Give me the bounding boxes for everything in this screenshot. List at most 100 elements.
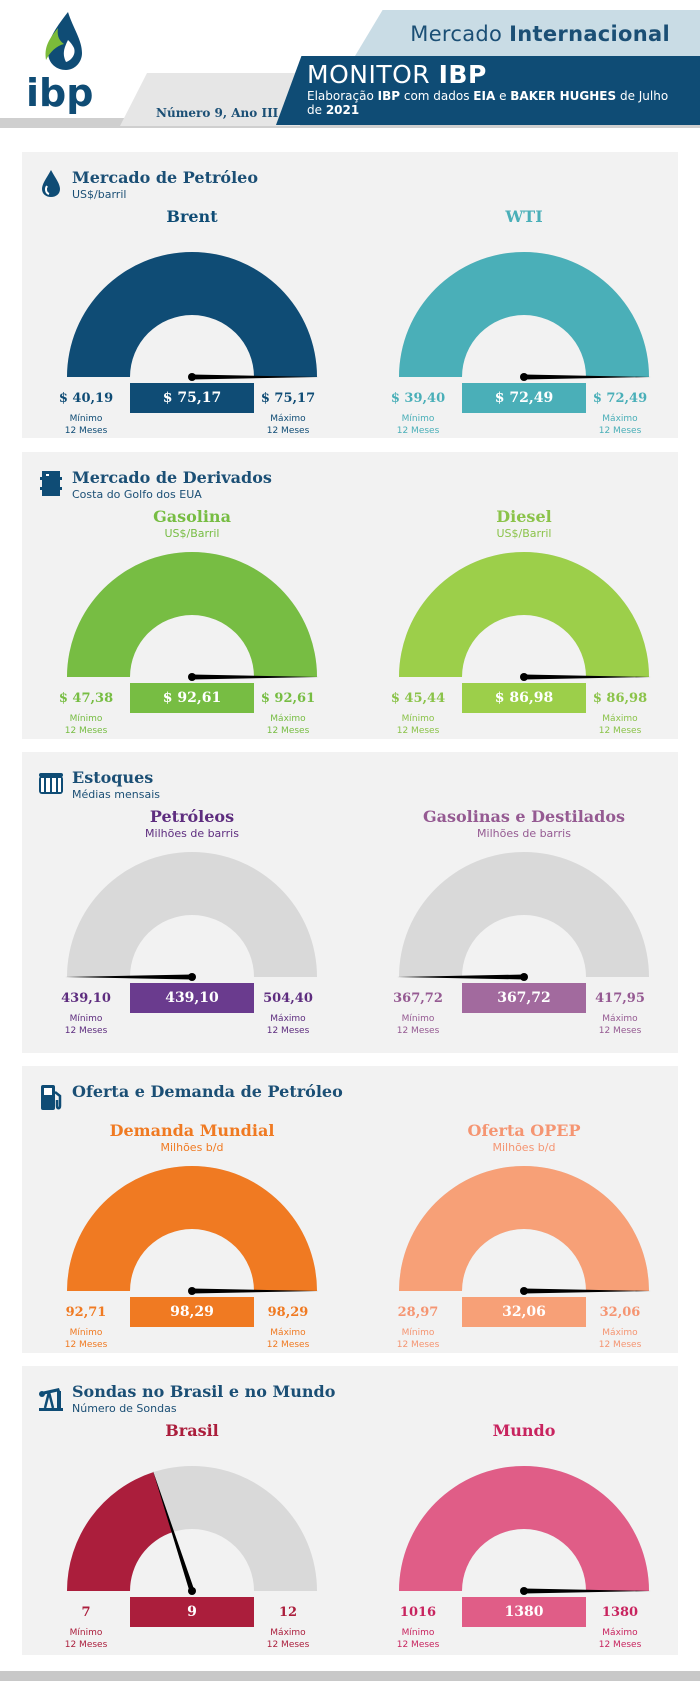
gauge-min-value: $ 40,19 (58, 391, 114, 406)
gauge-value: 98,29 (130, 1297, 254, 1327)
gauge-max-value: $ 72,49 (592, 391, 648, 406)
gauge-title: Petróleos (149, 807, 235, 826)
gauge-title: WTI (505, 207, 543, 226)
panel-mercado-de-petr-leo: Mercado de Petróleo US$/barril Brent $ 75,1… (22, 152, 678, 438)
logo-text: ibp (26, 71, 93, 115)
gauge-hub (520, 1287, 528, 1295)
issue-tab: Número 9, Ano III (120, 73, 300, 126)
panel-title: Mercado de Derivados (72, 468, 272, 487)
gauge-max-caption: Máximo 12 Meses (266, 1328, 310, 1350)
gauge-fill (399, 251, 649, 377)
panel-oferta-e-demanda-de-petr-leo: Oferta e Demanda de Petróleo Demanda Mund… (22, 1066, 678, 1353)
gauge-brent: Brent $ 75,17 $ 40,19 $ 75,17 Mínimo 12 Meses… (52, 207, 332, 437)
gauge-max-caption: Máximo 12 Meses (266, 1014, 310, 1036)
gauge-title: Oferta OPEP (467, 1121, 581, 1140)
gauge-value: $ 92,61 (130, 683, 254, 713)
panel-estoques: Estoques Médias mensais Petróleos Milhões d… (22, 752, 678, 1053)
gauge-min-value: $ 45,44 (390, 691, 446, 706)
gauge-petr-leos: Petróleos Milhões de barris 439,10 439,10 50… (52, 807, 332, 1037)
panel-subtitle: US$/barril (72, 188, 127, 201)
gauge-needle (524, 374, 651, 380)
gauge-fill (399, 1165, 649, 1291)
gauge-needle (397, 974, 524, 980)
gauge-oferta-opep: Oferta OPEP Milhões b/d 32,06 28,97 32,06 Mín… (384, 1121, 664, 1351)
gauge-needle (192, 674, 319, 680)
panel-title: Oferta e Demanda de Petróleo (72, 1082, 343, 1101)
footer-bar (0, 1671, 700, 1681)
section-regular: Mercado (410, 22, 503, 46)
gauge-unit: US$/Barril (496, 527, 552, 540)
gauge-needle (524, 674, 651, 680)
gauge-unit: Milhões de barris (145, 827, 239, 840)
gauge-title: Demanda Mundial (109, 1121, 275, 1140)
gauge-hub (188, 1587, 196, 1595)
gauge-unit: Milhões b/d (160, 1141, 224, 1154)
gauge-min-caption: Mínimo 12 Meses (64, 714, 108, 736)
gauge-hub (520, 373, 528, 381)
gauge-min-caption: Mínimo 12 Meses (64, 414, 108, 436)
gauge-min-caption: Mínimo 12 Meses (396, 414, 440, 436)
title-regular: MONITOR (307, 60, 431, 89)
gauge-value: 32,06 (462, 1297, 586, 1327)
gauge-needle (524, 1288, 651, 1294)
gauge-max-caption: Máximo 12 Meses (266, 714, 310, 736)
gauge-unit: Milhões b/d (492, 1141, 556, 1154)
panel-sondas-no-brasil-e-no-mundo: Sondas no Brasil e no Mundo Número de Son… (22, 1366, 678, 1655)
gauge-min-value: 439,10 (61, 991, 111, 1006)
oil-drop-icon (37, 168, 65, 198)
gauge-min-caption: Mínimo 12 Meses (396, 1628, 440, 1650)
panel-subtitle: Número de Sondas (72, 1402, 177, 1415)
section-bold: Internacional (509, 22, 670, 46)
gauge-max-caption: Máximo 12 Meses (266, 414, 310, 436)
gauge-track (67, 852, 317, 977)
gauge-min-value: 92,71 (65, 1305, 107, 1320)
gauge-max-caption: Máximo 12 Meses (598, 714, 642, 736)
gauge-max-value: 32,06 (599, 1305, 641, 1320)
gauge-wti: WTI $ 72,49 $ 39,40 $ 72,49 Mínimo 12 Meses Má… (384, 207, 664, 437)
panel-title: Mercado de Petróleo (72, 168, 258, 187)
gauge-gasolina: Gasolina US$/Barril $ 92,61 $ 47,38 $ 92,61 M… (52, 507, 332, 737)
gauge-max-value: $ 86,98 (592, 691, 648, 706)
section-banner: Mercado Internacional (355, 10, 700, 56)
gauge-min-value: 28,97 (397, 1305, 439, 1320)
gauge-min-caption: Mínimo 12 Meses (396, 1014, 440, 1036)
gauge-needle (192, 1288, 319, 1294)
tank-icon (37, 768, 65, 798)
gauge-needle (524, 1588, 651, 1594)
gauge-max-value: 98,29 (267, 1305, 309, 1320)
gauge-title: Brasil (165, 1421, 219, 1440)
gauge-needle (192, 374, 319, 380)
gauge-max-value: $ 75,17 (260, 391, 316, 406)
gauge-max-caption: Máximo 12 Meses (598, 1328, 642, 1350)
gauge-max-caption: Máximo 12 Meses (598, 1014, 642, 1036)
gauge-value: $ 75,17 (130, 383, 254, 413)
gauge-max-value: 504,40 (263, 991, 313, 1006)
gauge-min-caption: Mínimo 12 Meses (64, 1628, 108, 1650)
gauge-unit: Milhões de barris (477, 827, 571, 840)
gauge-max-caption: Máximo 12 Meses (598, 1628, 642, 1650)
panel-subtitle: Costa do Golfo dos EUA (72, 488, 202, 501)
gauge-demanda-mundial: Demanda Mundial Milhões b/d 98,29 92,71 98,2… (52, 1121, 332, 1351)
gauge-hub (188, 973, 196, 981)
gauge-title: Mundo (492, 1421, 556, 1440)
gauge-fill (67, 1165, 317, 1291)
gauge-value: 9 (130, 1597, 254, 1627)
gauge-min-caption: Mínimo 12 Meses (396, 1328, 440, 1350)
issue-number: Número 9, Ano III (156, 106, 279, 120)
gauge-needle (65, 974, 192, 980)
gauge-hub (520, 1587, 528, 1595)
gauge-diesel: Diesel US$/Barril $ 86,98 $ 45,44 $ 86,98 Mín… (384, 507, 664, 737)
panel-subtitle: Médias mensais (72, 788, 160, 801)
gauge-min-value: $ 39,40 (390, 391, 446, 406)
gauge-hub (188, 373, 196, 381)
barrel-icon (37, 468, 65, 498)
gauge-value: 1380 (462, 1597, 586, 1627)
panel-title: Estoques (72, 768, 154, 787)
panel-title: Sondas no Brasil e no Mundo (72, 1382, 336, 1401)
gauge-max-value: $ 92,61 (260, 691, 316, 706)
gauge-unit: US$/Barril (164, 527, 220, 540)
gauge-value: 439,10 (130, 983, 254, 1013)
title-bold: IBP (438, 60, 487, 89)
gauge-hub (188, 673, 196, 681)
gauge-max-value: 12 (278, 1605, 298, 1620)
